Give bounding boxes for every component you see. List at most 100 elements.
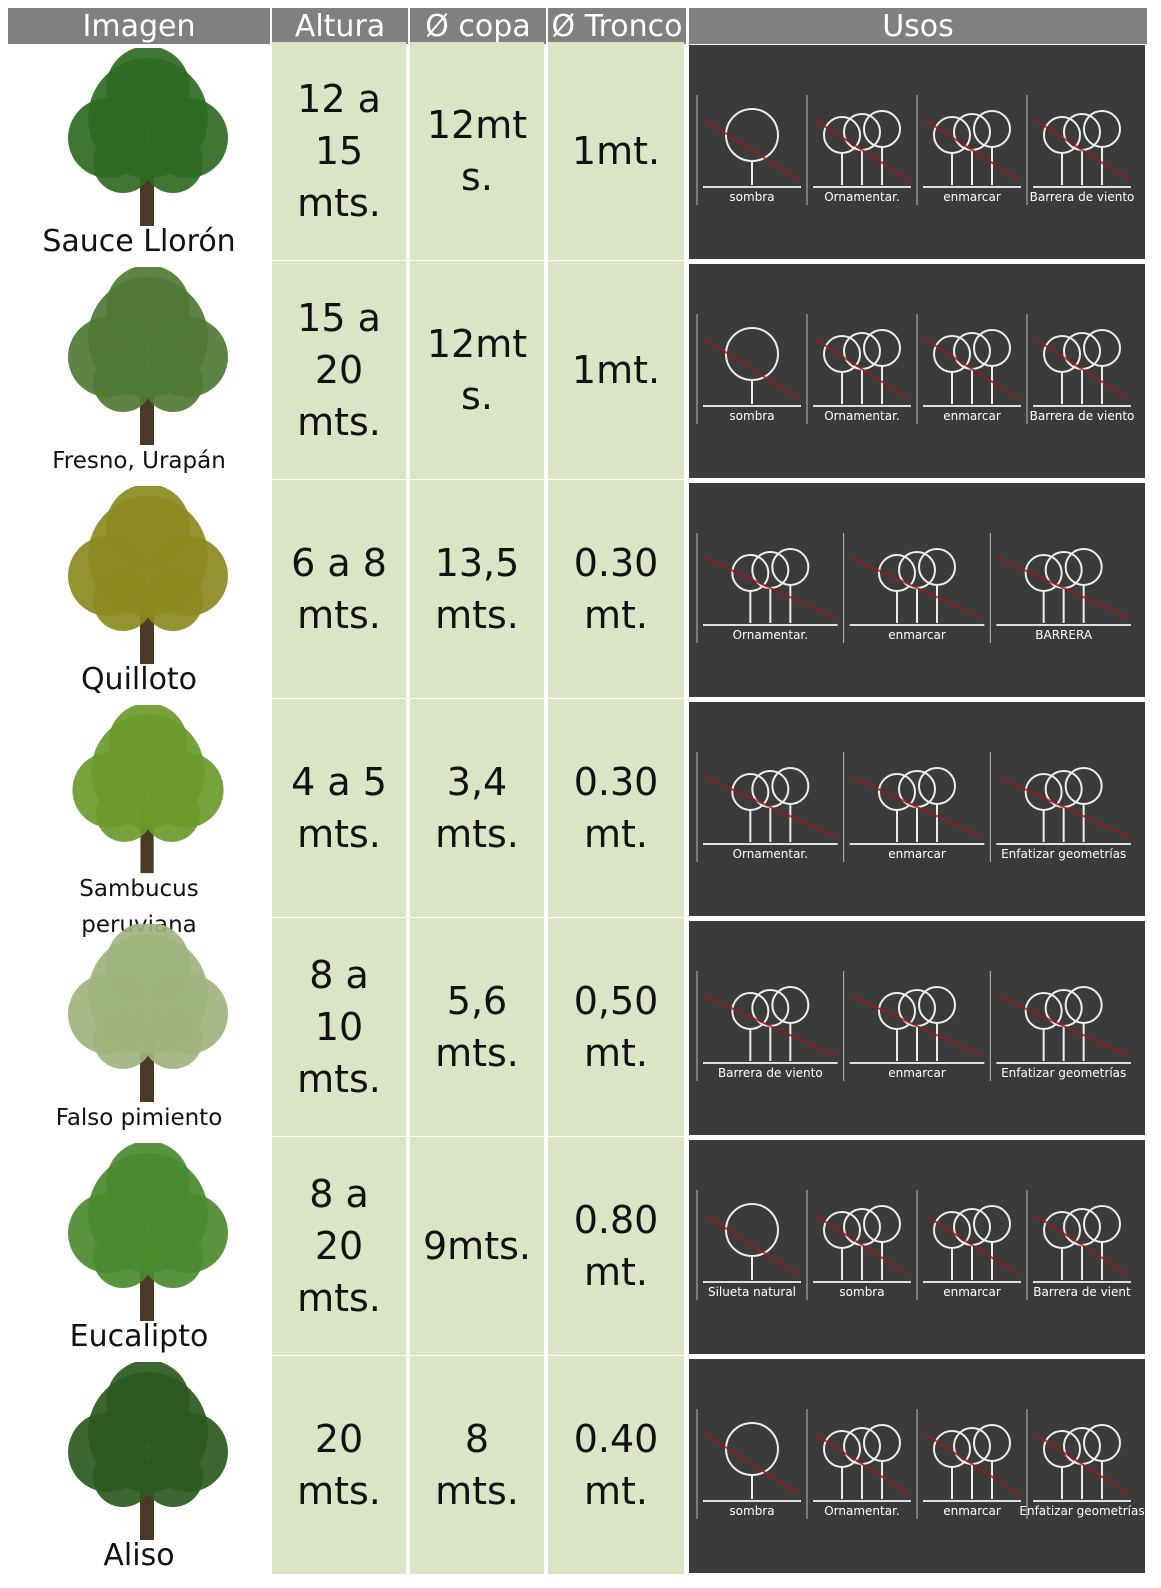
tronco-cell: 1mt. (548, 261, 684, 479)
image-cell: Sauce Llorón (8, 44, 270, 260)
tronco-cell: 1mt. (548, 42, 684, 260)
tronco-line: 0.80 (573, 1198, 659, 1242)
uso-label: sombra (839, 1285, 884, 1299)
uso-label: Enfatizar geometrías (1001, 1066, 1126, 1080)
tree-name: Fresno, Urapán (8, 443, 270, 479)
usos-panel: Silueta natural sombra enmarcar Barrera de … (689, 1140, 1145, 1354)
copa-cell: 13,5 mts. (410, 480, 544, 698)
accent (851, 557, 983, 619)
usos-panel: sombra Ornamentar. enmarcar Barrera de vien… (689, 264, 1145, 478)
accent (704, 557, 837, 619)
uso-label: enmarcar (943, 1504, 1001, 1518)
tronco-line: 0,50 (573, 979, 659, 1023)
accent (924, 338, 1020, 400)
header-cell: Ø copa (410, 8, 546, 44)
altura-cell: 12 a 15 mts. (272, 42, 406, 260)
copa-line: s. (461, 374, 493, 418)
accent (704, 338, 800, 400)
usos-panel: sombra Ornamentar. enmarcar Barrera de vien… (689, 45, 1145, 259)
foliage (106, 486, 190, 568)
name-line: Falso pimiento (55, 1105, 223, 1131)
usos-panel: sombra Ornamentar. enmarcar Enfatizar geome… (689, 1359, 1145, 1573)
copa-line: 5,6 (446, 979, 508, 1023)
foliage (143, 133, 203, 193)
foliage (93, 1009, 153, 1069)
tronco-line: 1mt. (571, 129, 661, 173)
tree-image (68, 48, 228, 226)
usos-panel: Ornamentar. enmarcar BARRERA (689, 483, 1145, 697)
foliage (93, 133, 153, 193)
copa-line: mts. (435, 812, 519, 856)
accent (814, 1214, 910, 1276)
header-cell: Imagen (8, 8, 270, 44)
foliage (96, 785, 153, 842)
altura-line: 20 (314, 348, 364, 392)
tree-image (68, 924, 228, 1102)
image-cell: Sambucusperuviana (8, 701, 270, 938)
name-line: Fresno, Urapán (52, 448, 226, 474)
image-cell: Falso pimiento (8, 920, 270, 1136)
tronco-line: 0.30 (573, 541, 659, 585)
altura-line: 6 a 8 (291, 541, 387, 585)
uso-label: enmarcar (888, 628, 946, 642)
tronco-cell: 0.30 mt. (548, 480, 684, 698)
accent (814, 119, 910, 181)
altura-line: 15 (314, 129, 364, 173)
accent (997, 557, 1130, 619)
altura-cell: 8 a 20 mts. (272, 1137, 406, 1355)
accent (704, 776, 837, 838)
foliage (93, 1447, 153, 1507)
accent (924, 119, 1020, 181)
uso-label: sombra (729, 190, 774, 204)
accent (814, 1433, 910, 1495)
foliage (143, 352, 203, 412)
uso-label: BARRERA (1035, 628, 1093, 642)
uso-label: Enfatizar geometrías (1001, 847, 1126, 861)
uso-label: Silueta natural (708, 1285, 796, 1299)
altura-line: mts. (297, 400, 381, 444)
accent (814, 338, 910, 400)
accent (1034, 1214, 1130, 1276)
uso-label: sombra (729, 409, 774, 423)
name-line: Eucalipto (69, 1319, 209, 1354)
tronco-line: mt. (584, 593, 648, 637)
tree-image (68, 267, 228, 445)
header-cell: Usos (689, 8, 1147, 44)
tree-name: Falso pimiento (8, 1100, 270, 1136)
altura-cell: 4 a 5 mts. (272, 699, 406, 917)
tree-image (68, 1362, 228, 1540)
uso-label: Ornamentar. (824, 409, 900, 423)
tronco-line: 0.30 (573, 760, 659, 804)
tronco-cell: 0,50 mt. (548, 918, 684, 1136)
copa-cell: 9mts. (410, 1137, 544, 1355)
altura-line: mts. (297, 1057, 381, 1101)
tronco-line: mt. (584, 812, 648, 856)
uso-label: Barrera de viento (1030, 190, 1135, 204)
accent (704, 995, 837, 1057)
uso-label: Ornamentar. (733, 628, 809, 642)
tree-image (68, 1143, 228, 1321)
uso-label: sombra (729, 1504, 774, 1518)
tree-name: Eucalipto (8, 1319, 270, 1355)
copa-line: mts. (435, 1031, 519, 1075)
accent (704, 1214, 800, 1276)
copa-line: mts. (435, 1469, 519, 1513)
altura-line: 4 a 5 (291, 760, 387, 804)
image-cell: Quilloto (8, 482, 270, 698)
tree-name: Sauce Llorón (8, 224, 270, 260)
altura-line: mts. (297, 593, 381, 637)
altura-cell: 6 a 8 mts. (272, 480, 406, 698)
accent (1034, 119, 1130, 181)
altura-cell: 20 mts. (272, 1356, 406, 1574)
tronco-line: 1mt. (571, 348, 661, 392)
copa-line: 8 (464, 1417, 490, 1461)
image-cell: Eucalipto (8, 1139, 270, 1355)
copa-line: 12mt (426, 322, 528, 366)
tronco-line: mt. (584, 1469, 648, 1513)
altura-line: mts. (297, 812, 381, 856)
foliage (106, 48, 190, 130)
accent (997, 776, 1130, 838)
copa-line: 12mt (426, 103, 528, 147)
copa-cell: 8 mts. (410, 1356, 544, 1574)
accent (704, 119, 800, 181)
